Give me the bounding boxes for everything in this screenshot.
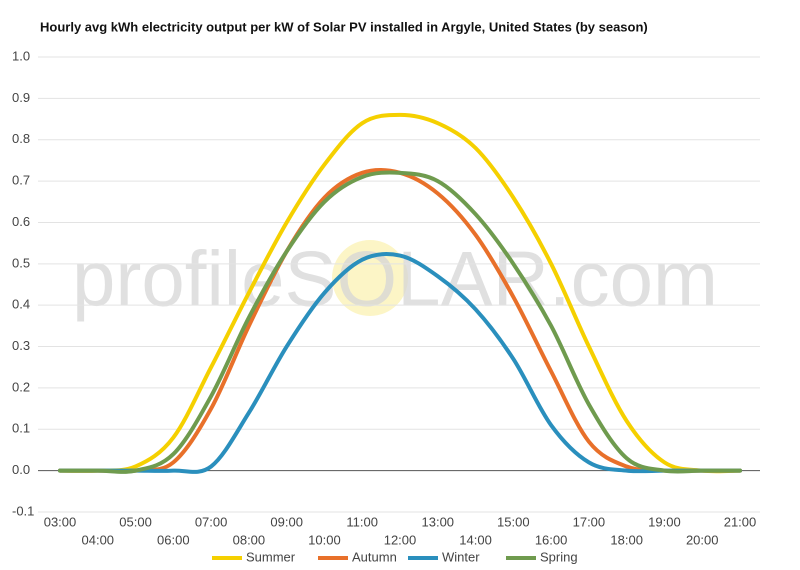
y-tick-label: 0.9 [12, 90, 30, 105]
x-tick-label: 09:00 [270, 514, 303, 529]
x-tick-label: 10:00 [308, 532, 341, 547]
x-tick-label: 06:00 [157, 532, 190, 547]
x-tick-label: 05:00 [119, 514, 152, 529]
x-tick-label: 18:00 [610, 532, 643, 547]
y-tick-label: 0.4 [12, 297, 30, 312]
y-tick-label: 0.5 [12, 255, 30, 270]
legend-label: Summer [246, 549, 296, 564]
y-tick-label: 0.8 [12, 131, 30, 146]
legend-label: Winter [442, 549, 480, 564]
watermark: profileSOLAR.com [72, 235, 718, 323]
x-tick-label: 15:00 [497, 514, 530, 529]
legend-label: Spring [540, 549, 578, 564]
y-tick-label: 0.2 [12, 379, 30, 394]
x-tick-label: 03:00 [44, 514, 77, 529]
watermark-sun [332, 240, 408, 316]
y-tick-label: 0.7 [12, 173, 30, 188]
x-tick-label: 14:00 [459, 532, 492, 547]
y-tick-label: 0.0 [12, 462, 30, 477]
x-tick-label: 16:00 [535, 532, 568, 547]
legend-label: Autumn [352, 549, 397, 564]
series-line [58, 170, 742, 474]
y-tick-label: 0.6 [12, 214, 30, 229]
x-tick-label: 13:00 [422, 514, 455, 529]
series-line [58, 112, 742, 474]
x-tick-label: 19:00 [648, 514, 681, 529]
y-tick-label: -0.1 [12, 503, 34, 518]
x-tick-label: 08:00 [233, 532, 266, 547]
x-tick-label: 21:00 [724, 514, 757, 529]
y-tick-label: 0.1 [12, 421, 30, 436]
y-tick-label: 1.0 [12, 48, 30, 63]
chart-title: Hourly avg kWh electricity output per kW… [40, 19, 648, 34]
x-tick-label: 11:00 [346, 514, 378, 529]
x-tick-label: 17:00 [573, 514, 606, 529]
series-line [58, 252, 742, 474]
x-tick-label: 04:00 [82, 532, 115, 547]
y-tick-label: 0.3 [12, 338, 30, 353]
x-tick-label: 12:00 [384, 532, 417, 547]
x-tick-label: 20:00 [686, 532, 719, 547]
x-tick-label: 07:00 [195, 514, 228, 529]
